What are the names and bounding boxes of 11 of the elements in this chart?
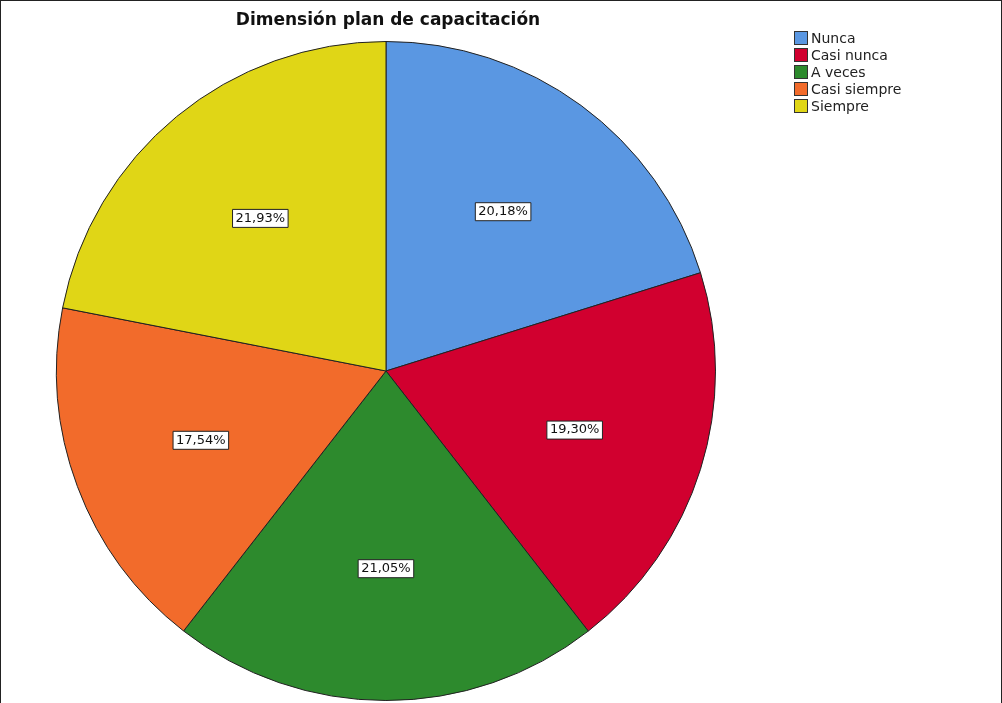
legend-label: Nunca — [811, 29, 856, 46]
data-label: 21,05% — [361, 560, 411, 576]
data-label: 17,54% — [176, 431, 226, 447]
legend-label: A veces — [811, 63, 866, 80]
data-label: 19,30% — [549, 421, 600, 437]
legend-label: Siempre — [811, 97, 869, 114]
legend-label: Casi nunca — [811, 46, 888, 63]
legend-label: Casi siempre — [811, 80, 902, 97]
data-label: 20,18% — [478, 203, 528, 219]
chart-title: Dimensión plan de capacitación — [234, 9, 542, 29]
data-label: 21,93% — [235, 209, 286, 225]
